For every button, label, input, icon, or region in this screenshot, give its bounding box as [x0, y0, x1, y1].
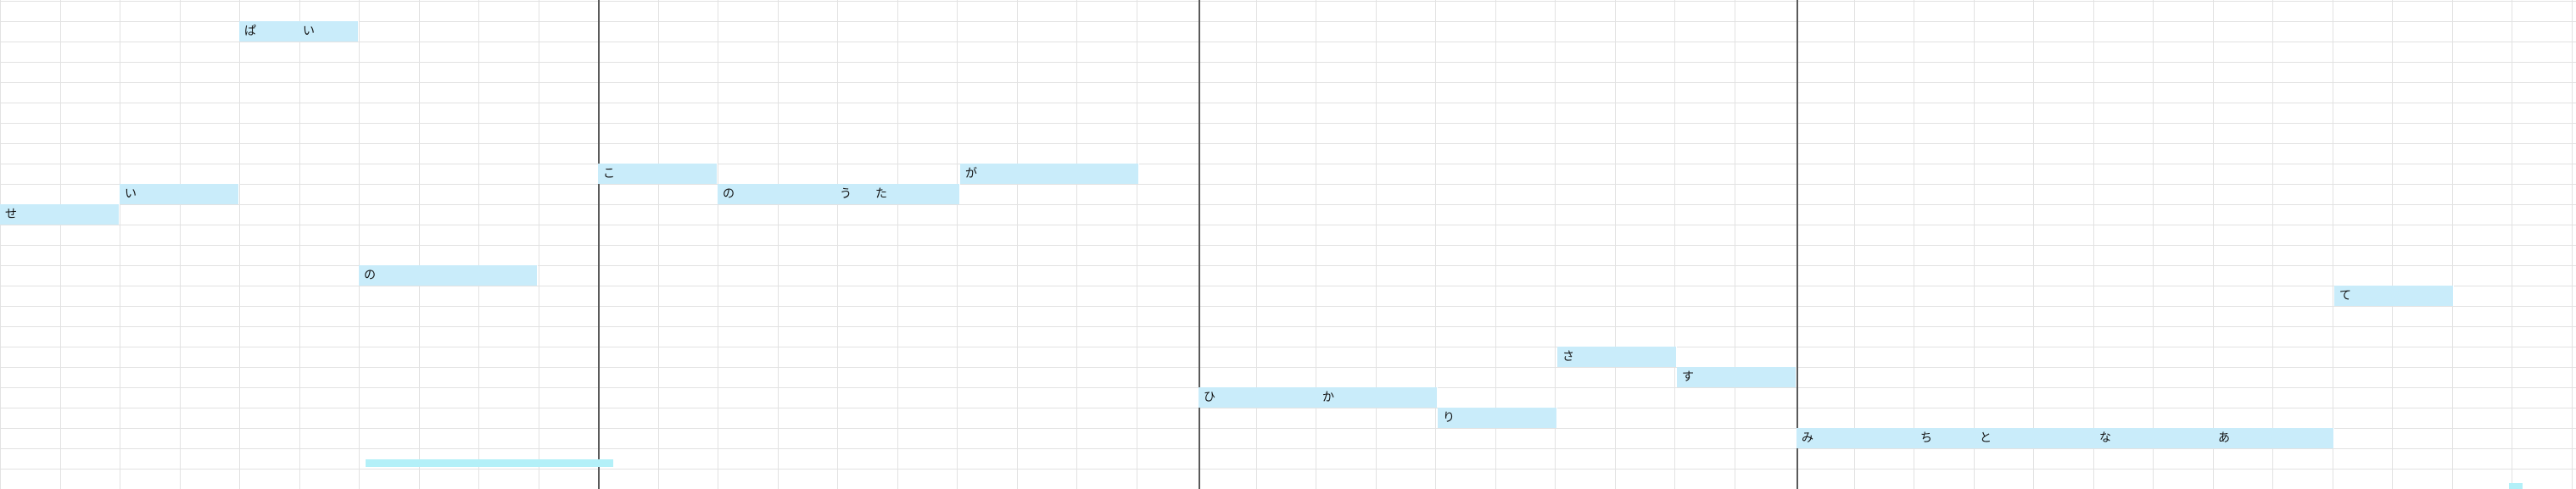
grid-row-line [0, 326, 2576, 327]
grid-row-line [0, 62, 2576, 63]
bar-line [1199, 0, 1200, 489]
lyric-syllable: ぱ [244, 25, 256, 38]
lyric-syllable: な [2099, 431, 2111, 445]
grid-beat-line [897, 0, 898, 489]
lyric-syllable: ひ [1204, 391, 1215, 404]
note-block[interactable]: みちとなあ [1796, 428, 2334, 448]
note-block[interactable]: せ [0, 204, 120, 225]
grid-beat-line [60, 0, 61, 489]
lyric-syllable: か [1322, 391, 1334, 404]
grid-beat-line [2452, 0, 2453, 489]
lyric-syllable: ち [1920, 431, 1932, 445]
grid-beat-line [180, 0, 181, 489]
grid-row-line [0, 21, 2576, 22]
grid-beat-line [2272, 0, 2273, 489]
grid-row-line [0, 265, 2576, 266]
note-block[interactable]: い [120, 184, 239, 204]
grid-row-line [0, 367, 2576, 368]
grid-beat-line [2213, 0, 2214, 489]
note-block[interactable]: り [1438, 408, 1557, 428]
note-block[interactable]: こ [598, 164, 718, 184]
grid-beat-line [1974, 0, 1975, 489]
grid-row-line [0, 123, 2576, 124]
grid-row-line [0, 184, 2576, 185]
selection-range-bar[interactable] [2509, 483, 2523, 489]
note-block[interactable]: さ [1557, 347, 1677, 367]
grid-beat-line [1076, 0, 1077, 489]
lyric-syllable: す [1682, 370, 1694, 384]
grid-row-line [0, 469, 2576, 470]
lyric-syllable: こ [603, 167, 615, 181]
lyric-syllable: い [125, 187, 137, 201]
grid-row-line [0, 448, 2576, 449]
grid-beat-line [2392, 0, 2393, 489]
lyric-syllable: の [364, 269, 376, 282]
grid-row-line [0, 306, 2576, 307]
grid-row-line [0, 1, 2576, 2]
grid-row-line [0, 204, 2576, 205]
grid-row-line [0, 143, 2576, 144]
selection-range-bar[interactable] [366, 459, 613, 467]
grid-beat-line [359, 0, 360, 489]
grid-beat-line [1495, 0, 1496, 489]
grid-beat-line [1615, 0, 1616, 489]
lyric-syllable: り [1443, 411, 1455, 425]
lyric-syllable: と [1980, 431, 1992, 445]
grid-beat-line [478, 0, 479, 489]
grid-beat-line [1555, 0, 1556, 489]
grid-beat-line [2572, 0, 2573, 489]
grid-beat-line [837, 0, 838, 489]
grid-beat-line [299, 0, 300, 489]
grid-beat-line [957, 0, 958, 489]
lyric-syllable: み [1802, 431, 1813, 445]
note-block[interactable]: の [359, 265, 538, 286]
note-block[interactable]: て [2334, 286, 2454, 306]
lyric-syllable: て [2339, 289, 2351, 303]
grid-row-line [0, 428, 2576, 429]
lyric-syllable: の [723, 187, 735, 201]
grid-beat-line [1435, 0, 1436, 489]
lyric-syllable: あ [2218, 431, 2230, 445]
grid-beat-line [1674, 0, 1675, 489]
grid-row-line [0, 245, 2576, 246]
note-block[interactable]: のうた [718, 184, 960, 204]
lyric-syllable: う [840, 187, 852, 201]
bar-line [1796, 0, 1798, 489]
grid-beat-line [1854, 0, 1855, 489]
note-block[interactable]: が [960, 164, 1139, 184]
grid-beat-line [0, 0, 1, 489]
grid-beat-line [1256, 0, 1257, 489]
note-block[interactable]: す [1677, 367, 1796, 387]
note-block[interactable]: ひか [1199, 387, 1438, 408]
lyric-syllable: せ [5, 208, 17, 221]
lyric-syllable: た [875, 187, 887, 201]
grid-beat-line [658, 0, 659, 489]
grid-beat-line [1376, 0, 1377, 489]
grid-beat-line [1017, 0, 1018, 489]
lyric-syllable: さ [1562, 350, 1574, 364]
grid-beat-line [239, 0, 240, 489]
grid-beat-line [2033, 0, 2034, 489]
note-block[interactable]: ぱい [239, 21, 359, 42]
lyric-syllable: が [965, 167, 977, 181]
grid-beat-line [419, 0, 420, 489]
grid-beat-line [2093, 0, 2094, 489]
grid-beat-line [778, 0, 779, 489]
grid-beat-line [2153, 0, 2154, 489]
bar-line [598, 0, 600, 489]
grid-row-line [0, 82, 2576, 83]
lyric-syllable: い [303, 25, 315, 38]
